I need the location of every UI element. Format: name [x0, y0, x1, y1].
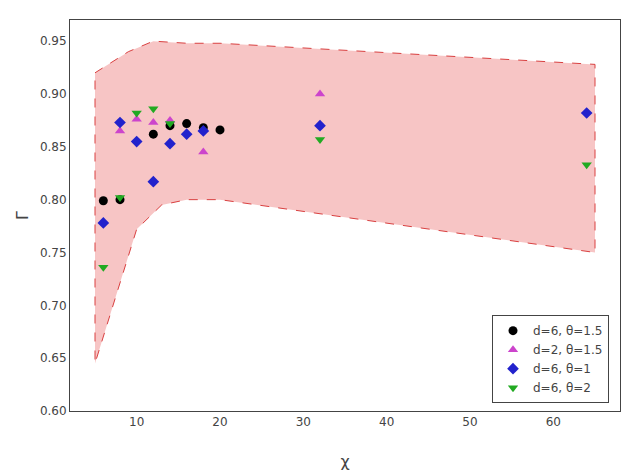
svg-text:0.75: 0.75: [40, 246, 67, 260]
svg-text:d=6, θ=1: d=6, θ=1: [533, 362, 591, 376]
svg-text:0.85: 0.85: [40, 140, 67, 154]
svg-text:40: 40: [379, 415, 394, 429]
svg-text:0.95: 0.95: [40, 34, 67, 48]
svg-text:0.60: 0.60: [40, 404, 67, 418]
svg-text:d=2, θ=1.5: d=2, θ=1.5: [533, 343, 602, 357]
svg-text:10: 10: [129, 415, 144, 429]
svg-text:0.90: 0.90: [40, 87, 67, 101]
svg-text:d=6, θ=2: d=6, θ=2: [533, 381, 591, 395]
svg-text:60: 60: [546, 415, 561, 429]
svg-text:30: 30: [296, 415, 311, 429]
svg-text:χ: χ: [340, 452, 349, 471]
svg-text:20: 20: [212, 415, 227, 429]
svg-text:0.70: 0.70: [40, 299, 67, 313]
svg-text:d=6, θ=1.5: d=6, θ=1.5: [533, 324, 602, 338]
svg-text:Γ: Γ: [13, 211, 32, 220]
svg-text:0.65: 0.65: [40, 351, 67, 365]
svg-text:0.80: 0.80: [40, 193, 67, 207]
svg-text:50: 50: [462, 415, 477, 429]
